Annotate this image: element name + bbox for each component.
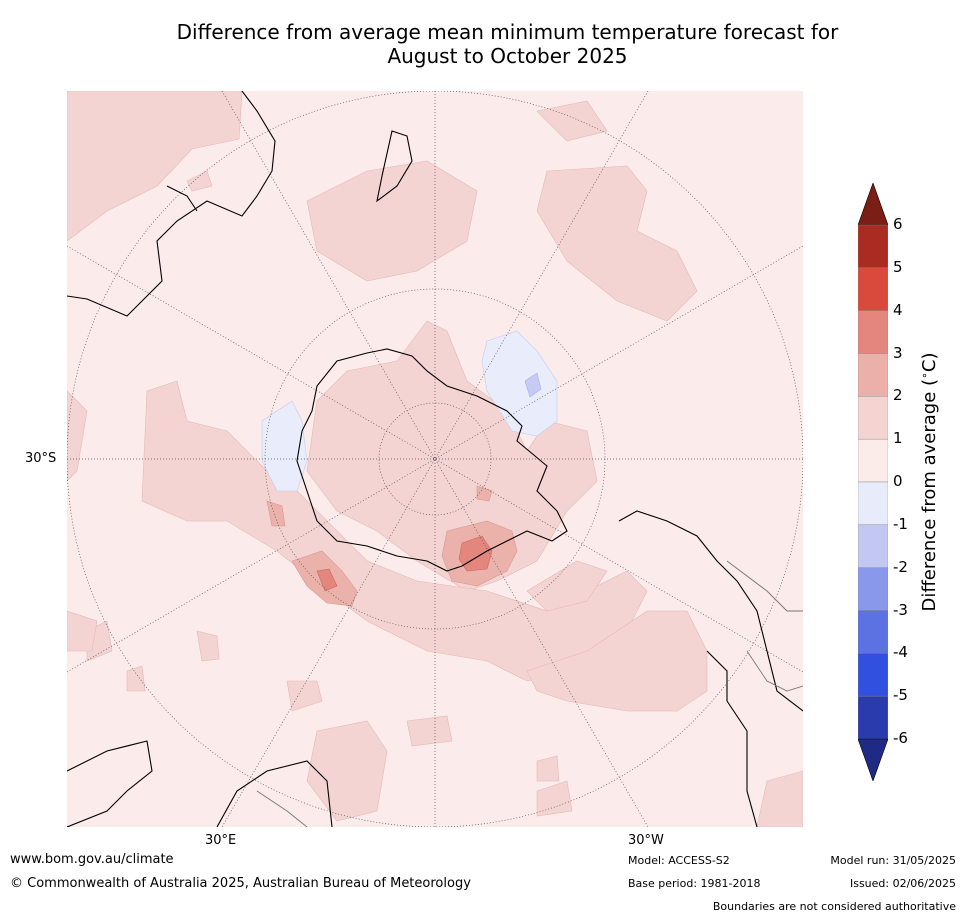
- coastlines: [67, 91, 803, 827]
- anomaly-band-neg-1-2: [524, 372, 542, 398]
- title-line-1: Difference from average mean minimum tem…: [176, 20, 839, 44]
- copyright-text: © Commonwealth of Australia 2025, Austra…: [10, 876, 471, 891]
- model-run-text: Model run: 31/05/2025: [830, 854, 956, 867]
- colorbar-band: [857, 438, 889, 483]
- polar-map: [67, 91, 803, 827]
- colorbar-tick-label: -4: [893, 643, 908, 662]
- colorbar-tick-label: 3: [893, 343, 903, 362]
- colorbar-arrow-top: [857, 182, 889, 226]
- colorbar-arrow-bottom: [857, 738, 889, 782]
- colorbar-band: [857, 567, 889, 611]
- colorbar-tick-label: -5: [893, 686, 908, 705]
- colorbar-tick-label: -2: [893, 557, 908, 576]
- borders: [256, 560, 803, 827]
- lat-label-30s: 30°S: [25, 451, 57, 466]
- title-line-2: August to October 2025: [387, 44, 628, 68]
- colorbar-tick-label: 0: [893, 472, 903, 490]
- colorbar-band: [857, 524, 889, 568]
- colorbar-band: [857, 610, 889, 654]
- colorbar-band: [857, 653, 889, 697]
- colorbar-tick-label: -3: [893, 600, 908, 619]
- colorbar: [857, 182, 889, 782]
- colorbar-band: [857, 224, 889, 269]
- colorbar-tick-label: 1: [893, 429, 903, 448]
- disclaimer-text: Boundaries are not considered authoritat…: [712, 900, 956, 913]
- colorbar-tick-label: 4: [893, 300, 903, 319]
- colorbar-svg: [857, 182, 889, 782]
- colorbar-band: [857, 353, 889, 397]
- colorbar-label: Difference from average (∘C): [918, 352, 940, 612]
- colorbar-band: [857, 267, 889, 311]
- issued-text: Issued: 02/06/2025: [849, 877, 956, 890]
- chart-title: Difference from average mean minimum tem…: [60, 20, 955, 68]
- colorbar-band: [857, 396, 889, 440]
- colorbar-tick-label: 6: [893, 215, 903, 233]
- colorbar-band: [857, 481, 889, 526]
- website-text: www.bom.gov.au/climate: [10, 852, 174, 867]
- anomaly-band-1-2: [67, 91, 803, 827]
- graticule: [67, 91, 803, 827]
- base-period-text: Base period: 1981-2018: [628, 877, 761, 890]
- colorbar-tick-label: 5: [893, 257, 903, 276]
- map-svg: [67, 91, 803, 827]
- colorbar-tick-label: -6: [893, 729, 908, 747]
- colorbar-band: [857, 310, 889, 354]
- anomaly-band-neg-0-1: [261, 330, 558, 492]
- colorbar-tick-label: -1: [893, 514, 908, 533]
- colorbar-tick-label: 2: [893, 386, 903, 405]
- model-text: Model: ACCESS-S2: [628, 854, 730, 867]
- lon-label-30e: 30°E: [205, 833, 237, 848]
- colorbar-band: [857, 695, 889, 740]
- lon-label-30w: 30°W: [628, 833, 664, 848]
